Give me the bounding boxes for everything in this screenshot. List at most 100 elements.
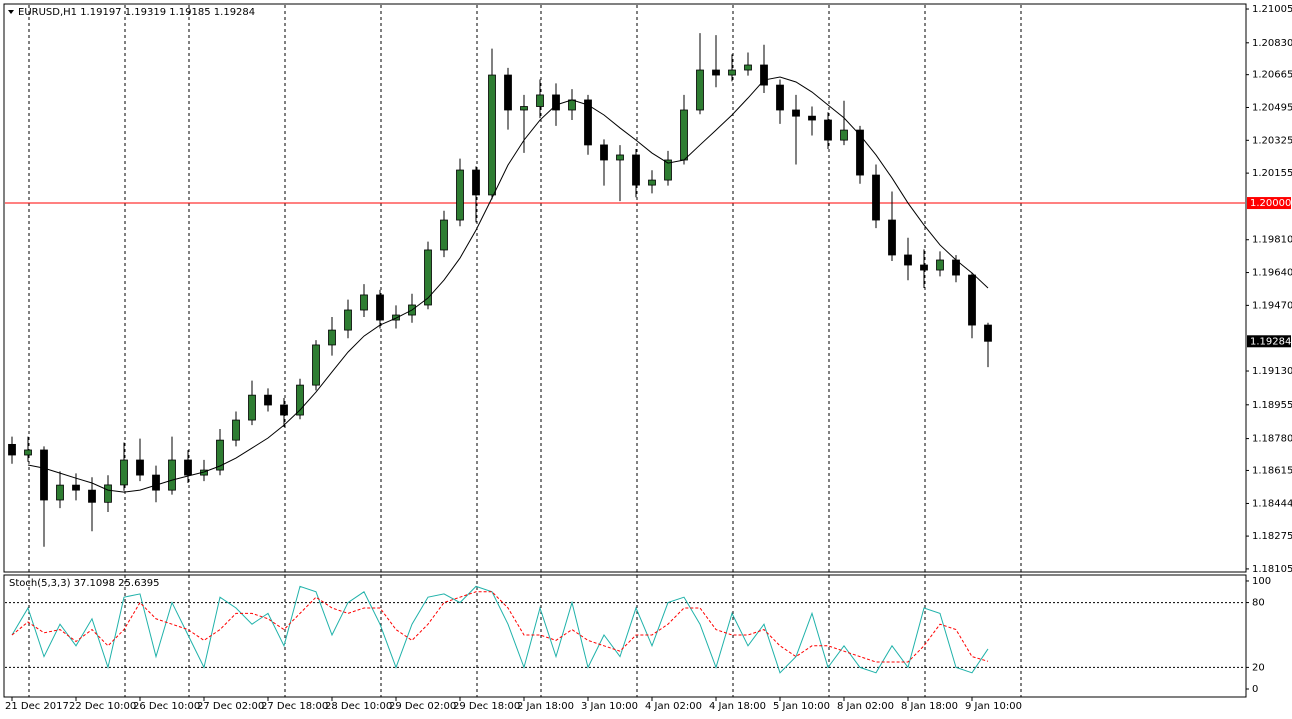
last-price-box [1247, 335, 1291, 348]
candle-body [776, 84, 784, 111]
candle-body [616, 154, 624, 161]
candle-body [360, 294, 368, 311]
x-tick-label: 2 Jan 18:00 [517, 701, 574, 712]
level-label-box [1247, 197, 1291, 210]
candle-body [568, 99, 576, 111]
y-tick-label: 1.18780 [1252, 434, 1292, 445]
x-tick-label: 27 Dec 02:00 [197, 701, 264, 712]
x-tick-label: 4 Jan 02:00 [645, 701, 702, 712]
candle-body [584, 99, 592, 146]
stoch-line [11, 591, 989, 663]
y-tick-label: 1.18105 [1252, 564, 1292, 575]
y-tick-label: 0 [1252, 684, 1258, 695]
candle-body [24, 449, 32, 456]
y-tick-label: 1.19810 [1252, 235, 1292, 246]
candle-body [520, 106, 528, 111]
y-tick-label: 20 [1252, 662, 1265, 673]
candle-body [792, 109, 800, 117]
x-tick-label: 29 Dec 18:00 [453, 701, 520, 712]
stoch-title: Stoch(5,3,3) 37.1098 25.6395 [9, 578, 160, 589]
y-tick-label: 1.18955 [1252, 400, 1292, 411]
y-tick-label: 80 [1252, 598, 1265, 609]
candle-body [680, 109, 688, 161]
main-frame [3, 3, 1247, 573]
candle-body [712, 69, 720, 76]
candle-body [248, 394, 256, 421]
x-tick-label: 8 Jan 18:00 [901, 701, 958, 712]
candle-body [744, 64, 752, 71]
candle-body [216, 439, 224, 471]
candle-body [72, 484, 80, 491]
menu-icon [8, 10, 14, 14]
x-tick-label: 29 Dec 02:00 [389, 701, 456, 712]
y-tick-label: 1.19470 [1252, 300, 1292, 311]
candle-body [88, 489, 96, 503]
y-tick-label: 100 [1252, 576, 1271, 587]
candle-body [536, 94, 544, 107]
candle-body [488, 74, 496, 196]
candle-body [120, 459, 128, 486]
candle-body [456, 169, 464, 221]
candle-body [104, 484, 112, 503]
last-price-label: 1.19284 [1250, 336, 1291, 347]
candle-body [856, 129, 864, 176]
candle-body [808, 115, 816, 121]
candle-body [632, 154, 640, 186]
x-tick-label: 26 Dec 10:00 [133, 701, 200, 712]
y-tick-label: 1.19130 [1252, 366, 1292, 377]
candle-body [648, 179, 656, 186]
candle-body [696, 69, 704, 111]
candle-body [56, 484, 64, 501]
x-tick-label: 8 Jan 02:00 [837, 701, 894, 712]
candle-body [936, 259, 944, 271]
x-tick-label: 9 Jan 10:00 [965, 701, 1022, 712]
candle-body [872, 174, 880, 221]
candle-body [664, 159, 672, 181]
x-tick-label: 22 Dec 10:00 [69, 701, 136, 712]
candle-body [328, 329, 336, 346]
x-tick-label: 21 Dec 2017 [5, 701, 69, 712]
candle-body [392, 314, 400, 321]
candle-body [440, 219, 448, 251]
y-tick-label: 1.20325 [1252, 135, 1292, 146]
candle-body [760, 64, 768, 86]
candle-body [344, 309, 352, 331]
candle-body [600, 144, 608, 161]
candle-body [40, 449, 48, 501]
y-tick-label: 1.20495 [1252, 102, 1292, 113]
candle-body [232, 419, 240, 441]
candle-body [728, 69, 736, 76]
x-tick-label: 5 Jan 10:00 [773, 701, 830, 712]
candle-body [904, 254, 912, 266]
stoch-frame [3, 574, 1247, 698]
candle-body [840, 129, 848, 141]
stoch-line [11, 585, 989, 674]
candle-body [504, 74, 512, 111]
candle-body [376, 294, 384, 321]
candle-body [168, 459, 176, 491]
x-tick-label: 28 Dec 10:00 [325, 701, 392, 712]
candle-body [264, 394, 272, 406]
chart-title: EURUSD,H1 1.19197 1.19319 1.19185 1.1928… [18, 7, 255, 18]
candle-body [280, 404, 288, 416]
candle-body [968, 274, 976, 326]
candle-body [184, 459, 192, 476]
level-label: 1.20000 [1250, 198, 1291, 209]
y-tick-label: 1.19640 [1252, 268, 1292, 279]
y-tick-label: 1.18275 [1252, 531, 1292, 542]
y-tick-label: 1.20665 [1252, 70, 1292, 81]
x-tick-label: 4 Jan 18:00 [709, 701, 766, 712]
candle-body [920, 264, 928, 271]
candle-body [984, 324, 992, 342]
candle-body [472, 169, 480, 196]
y-tick-label: 1.18444 [1252, 498, 1292, 509]
candle-body [296, 384, 304, 416]
x-tick-label: 3 Jan 10:00 [581, 701, 638, 712]
candle-body [424, 249, 432, 306]
x-tick-label: 27 Dec 18:00 [261, 701, 328, 712]
candle-body [8, 443, 16, 456]
moving-average [27, 76, 989, 493]
y-tick-label: 1.20155 [1252, 168, 1292, 179]
